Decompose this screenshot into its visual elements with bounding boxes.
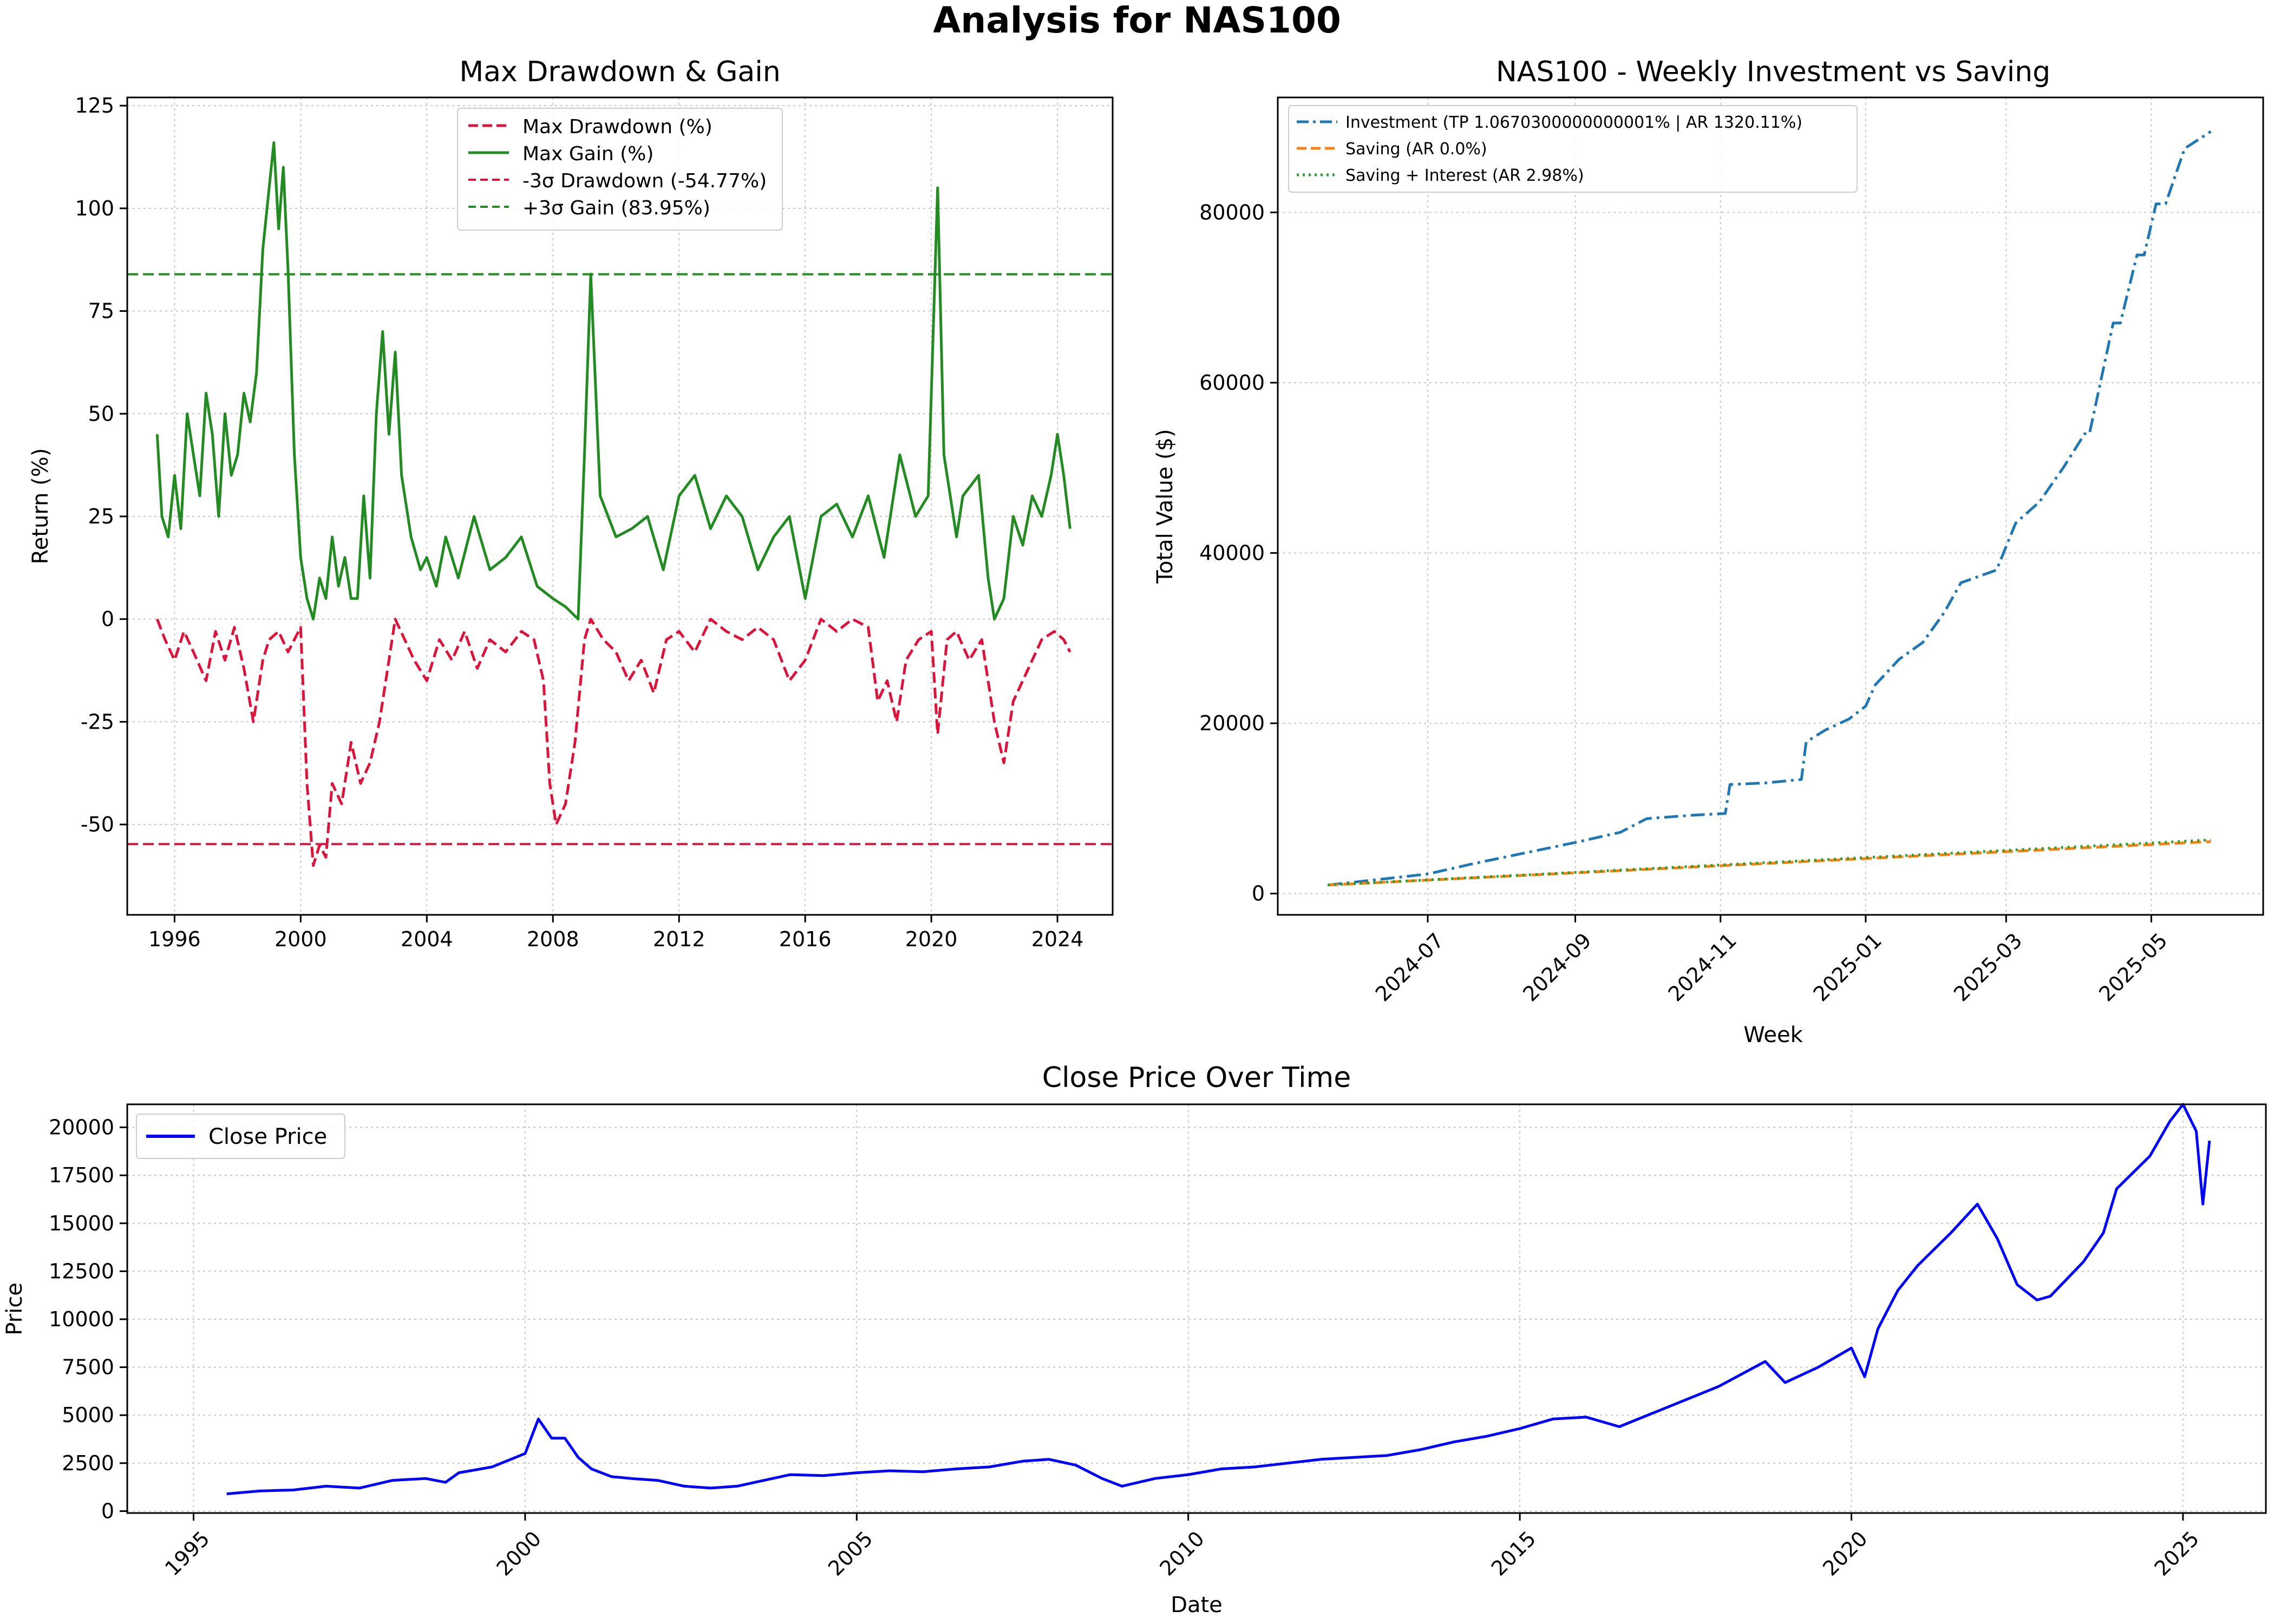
drawdown-plot-frame [126, 96, 1114, 916]
x-tick-label: 2024-11 [1663, 928, 1741, 1006]
y-tick-label: 10000 [49, 1307, 114, 1331]
y-tick-label: 0 [101, 607, 114, 631]
y-tick-label: 60000 [1199, 371, 1265, 395]
drawdown-y-axis-label: Return (%) [28, 448, 53, 565]
investment-chart-title: NAS100 - Weekly Investment vs Saving [1496, 56, 2050, 88]
drawdown-series-group [127, 141, 1113, 867]
y-tick-label: 50 [88, 402, 114, 425]
y-tick-label: 80000 [1199, 200, 1265, 224]
legend-label-saving-interest: Saving + Interest (AR 2.98%) [1345, 166, 1584, 185]
series-line-p0-1 [155, 618, 1071, 867]
drawdown-gain-chart: Max Drawdown & Gain 1996 2000 2004 2008 2012… [28, 56, 1114, 951]
investment-plot-frame [1277, 96, 2264, 916]
y-tick-label: 20000 [1199, 711, 1265, 735]
x-tick-label: 2000 [492, 1527, 546, 1581]
y-tick-label: 2500 [62, 1451, 114, 1475]
x-tick-label: 2008 [527, 927, 579, 951]
legend-label-drawdown-3sigma: -3σ Drawdown (-54.77%) [522, 170, 767, 192]
x-tick-label: 2015 [1487, 1527, 1541, 1581]
y-tick-label: 12500 [49, 1259, 114, 1283]
legend-label-max-gain: Max Gain (%) [522, 143, 654, 165]
x-tick-label: 2024-07 [1371, 928, 1448, 1006]
x-tick-label: 2004 [401, 927, 453, 951]
series-line-p1-0 [1328, 130, 2212, 887]
y-tick-label: 17500 [49, 1163, 114, 1187]
y-tick-label: 0 [101, 1499, 114, 1523]
legend-label-max-drawdown: Max Drawdown (%) [522, 116, 713, 138]
drawdown-chart-title: Max Drawdown & Gain [459, 56, 780, 88]
y-tick-label: -50 [81, 813, 114, 836]
investment-plot-area [1278, 97, 2263, 915]
x-tick-label: 1996 [148, 927, 201, 951]
close-series-group [226, 1103, 2211, 1496]
x-tick-label: 2025-05 [2094, 928, 2172, 1006]
legend-label-gain-3sigma: +3σ Gain (83.95%) [522, 197, 710, 219]
close-price-chart: Close Price Over Time 1995 2000 2005 2010 20… [2, 1062, 2267, 1618]
investment-x-axis-label: Week [1743, 1023, 1803, 1047]
legend-label-close: Close Price [208, 1124, 327, 1149]
series-line-p1-2 [1328, 839, 2211, 887]
close-y-axis-label: Price [2, 1282, 27, 1335]
x-tick-label: 2025-03 [1949, 928, 2027, 1006]
y-tick-label: -25 [81, 710, 114, 734]
close-legend-box [136, 1114, 345, 1159]
close-grid [127, 1104, 2266, 1513]
y-tick-label: 7500 [62, 1355, 114, 1379]
x-tick-label: 1995 [160, 1527, 214, 1581]
x-tick-label: 2016 [779, 927, 832, 951]
figure-suptitle: Analysis for NAS100 [933, 0, 1341, 41]
close-chart-title: Close Price Over Time [1042, 1062, 1351, 1094]
investment-y-axis-label: Total Value ($) [1153, 429, 1178, 584]
x-tick-label: 2000 [275, 927, 327, 951]
investment-legend: Investment (TP 1.0670300000000001% | AR … [1288, 105, 1858, 193]
legend-label-investment: Investment (TP 1.0670300000000001% | AR … [1345, 113, 1802, 132]
series-line-p0-0 [155, 141, 1071, 621]
y-tick-label: 20000 [49, 1116, 114, 1140]
investment-series-group [1328, 130, 2212, 887]
x-tick-label: 2005 [824, 1527, 878, 1581]
x-tick-label: 2025 [2150, 1527, 2204, 1581]
close-legend: Close Price [136, 1114, 345, 1159]
drawdown-legend-box [457, 108, 783, 231]
x-tick-label: 2024-09 [1518, 928, 1596, 1006]
y-tick-label: 100 [75, 197, 114, 220]
y-tick-label: 25 [88, 505, 114, 528]
investment-chart: NAS100 - Weekly Investment vs Saving 202… [1153, 56, 2264, 1047]
x-tick-label: 2025-01 [1809, 928, 1886, 1006]
y-tick-label: 40000 [1199, 541, 1265, 565]
x-tick-label: 2020 [905, 927, 958, 951]
y-tick-label: 75 [88, 299, 114, 323]
investment-legend-box [1288, 105, 1858, 193]
x-tick-label: 2024 [1031, 927, 1084, 951]
legend-label-saving: Saving (AR 0.0%) [1345, 140, 1487, 159]
drawdown-plot-area [127, 97, 1113, 915]
y-tick-label: 125 [75, 94, 114, 117]
series-line-p2-0 [226, 1103, 2211, 1496]
investment-grid [1278, 97, 2263, 915]
y-tick-label: 15000 [49, 1212, 114, 1235]
x-tick-label: 2012 [653, 927, 705, 951]
drawdown-axis-ticks: 1996 2000 2004 2008 2012 2016 2020 2024 -50 -25 0 2… [75, 94, 1083, 951]
drawdown-legend: Max Drawdown (%) Max Gain (%) -3σ Drawdo… [457, 108, 783, 231]
close-plot-frame [126, 1103, 2267, 1514]
close-x-axis-label: Date [1171, 1593, 1223, 1618]
y-tick-label: 5000 [62, 1403, 114, 1427]
y-tick-label: 0 [1252, 882, 1265, 906]
x-tick-label: 2020 [1818, 1527, 1872, 1581]
x-tick-label: 2010 [1155, 1527, 1209, 1581]
close-plot-area [127, 1104, 2266, 1513]
